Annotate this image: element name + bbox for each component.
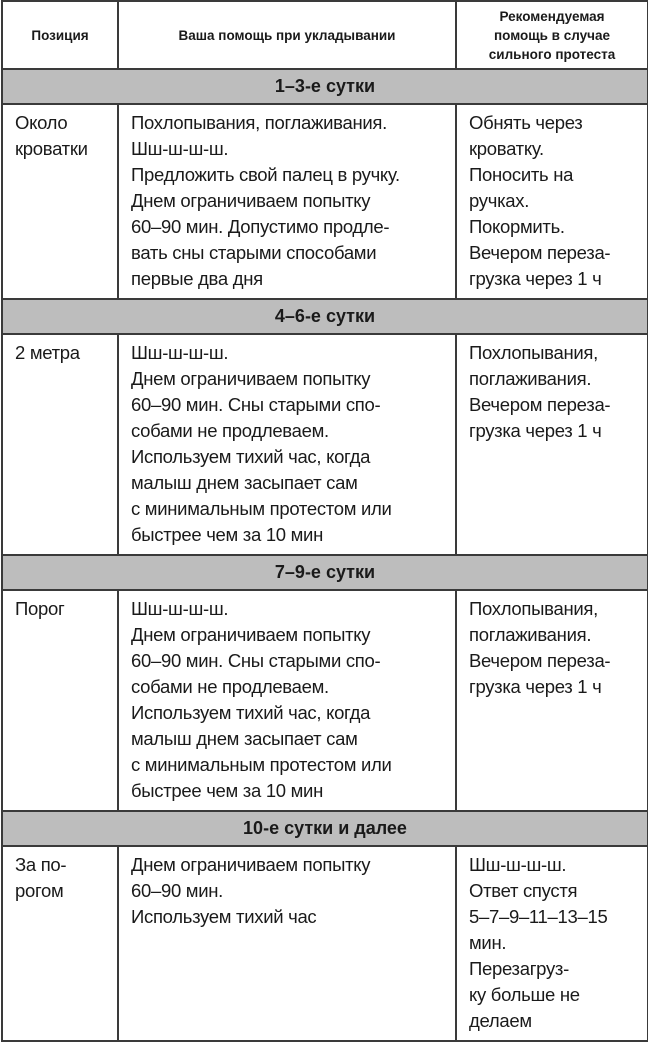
cell-line: грузка через 1 ч <box>469 676 602 697</box>
cell-line: Обнять через <box>469 112 583 133</box>
header-line: помощь в случае <box>493 27 611 43</box>
cell-line: Похлопывания, <box>469 598 598 619</box>
cell-line: Поносить на <box>469 164 574 185</box>
header-recommended-help: Рекомендуемая помощь в случае сильного про… <box>455 0 648 70</box>
cell-line: собами не продлеваем. <box>131 676 329 697</box>
cell-line: Похлопывания, <box>469 342 598 363</box>
cell-line: Используем тихий час, когда <box>131 446 371 467</box>
section-title: 4–6-е сутки <box>1 298 648 335</box>
header-your-help: Ваша помощь при укладывании <box>117 0 457 70</box>
cell-line: Шш-ш-ш-ш. <box>469 854 567 875</box>
protest-help-cell: Шш-ш-ш-ш. Ответ спустя 5–7–9–11–13–15 мин. П… <box>455 845 648 1042</box>
table-header-row: Позиция Ваша помощь при укладывании Рекоме… <box>1 0 648 70</box>
header-line: Ваша помощь при укладывании <box>178 27 396 43</box>
cell-line: 60–90 мин. Допустимо продле- <box>131 216 390 237</box>
cell-line: Похлопывания, поглаживания. <box>131 112 387 133</box>
position-cell: Порог <box>1 589 119 812</box>
protest-help-cell: Похлопывания, поглаживания. Вечером переза… <box>455 589 648 812</box>
cell-line: Ответ спустя <box>469 880 578 901</box>
help-cell: Шш-ш-ш-ш. Днем ограничиваем попытку 60–90 … <box>117 589 457 812</box>
cell-line: Используем тихий час, когда <box>131 702 371 723</box>
cell-line: кроватки <box>15 138 88 159</box>
cell-line: первые два дня <box>131 268 263 289</box>
cell-line: Перезагруз- <box>469 958 569 979</box>
cell-line: Предложить свой палец в ручку. <box>131 164 400 185</box>
section-title: 7–9-е сутки <box>1 554 648 591</box>
cell-line: Вечером переза- <box>469 650 611 671</box>
cell-line: с минимальным протестом или <box>131 754 392 775</box>
help-cell: Днем ограничиваем попытку 60–90 мин. Испол… <box>117 845 457 1042</box>
table-row: Порог Шш-ш-ш-ш. Днем ограничиваем попытку 6… <box>1 589 648 812</box>
cell-line: собами не продлеваем. <box>131 420 329 441</box>
cell-line: рогом <box>15 880 64 901</box>
cell-line: быстрее чем за 10 мин <box>131 524 324 545</box>
header-position: Позиция <box>1 0 119 70</box>
cell-line: Вечером переза- <box>469 394 611 415</box>
cell-line: малыш днем засыпает сам <box>131 472 358 493</box>
header-line: Позиция <box>31 27 89 43</box>
cell-line: грузка через 1 ч <box>469 420 602 441</box>
help-cell: Шш-ш-ш-ш. Днем ограничиваем попытку 60–90 … <box>117 333 457 556</box>
cell-line: 60–90 мин. Сны старыми спо- <box>131 650 381 671</box>
section-title: 1–3-е сутки <box>1 68 648 105</box>
header-line: Рекомендуемая <box>499 8 605 24</box>
cell-line: мин. <box>469 932 507 953</box>
cell-line: 60–90 мин. Сны старыми спо- <box>131 394 381 415</box>
cell-line: ручках. <box>469 190 530 211</box>
protest-help-cell: Обнять через кроватку. Поносить на ручках. П… <box>455 103 648 300</box>
table-row: 2 метра Шш-ш-ш-ш. Днем ограничиваем попытк… <box>1 333 648 556</box>
cell-line: Днем ограничиваем попытку <box>131 190 371 211</box>
section-title: 10-е сутки и далее <box>1 810 648 847</box>
table-row: За по-рогом Днем ограничиваем попытку 60–9… <box>1 845 648 1042</box>
cell-line: Днем ограничиваем попытку <box>131 854 371 875</box>
position-cell: Около кроватки <box>1 103 119 300</box>
cell-line: Вечером переза- <box>469 242 611 263</box>
cell-line: 5–7–9–11–13–15 <box>469 906 608 927</box>
cell-line: быстрее чем за 10 мин <box>131 780 324 801</box>
section-header-row: 4–6-е сутки <box>1 298 648 335</box>
cell-line: ку больше не <box>469 984 580 1005</box>
protest-help-cell: Похлопывания, поглаживания. Вечером переза… <box>455 333 648 556</box>
cell-line: За по- <box>15 854 67 875</box>
cell-line: Шш-ш-ш-ш. <box>131 598 229 619</box>
position-cell: За по-рогом <box>1 845 119 1042</box>
cell-line: Около <box>15 112 68 133</box>
cell-line: Шш-ш-ш-ш. <box>131 138 229 159</box>
cell-line: вать сны старыми способами <box>131 242 377 263</box>
cell-line: Днем ограничиваем попытку <box>131 624 371 645</box>
cell-line: грузка через 1 ч <box>469 268 602 289</box>
cell-line: поглаживания. <box>469 624 592 645</box>
cell-line: малыш днем засыпает сам <box>131 728 358 749</box>
cell-line: Порог <box>15 598 65 619</box>
table-row: Около кроватки Похлопывания, поглаживания.… <box>1 103 648 300</box>
position-cell: 2 метра <box>1 333 119 556</box>
section-header-row: 1–3-е сутки <box>1 68 648 105</box>
header-line: сильного протеста <box>488 46 616 62</box>
cell-line: Используем тихий час <box>131 906 317 927</box>
cell-line: Днем ограничиваем попытку <box>131 368 371 389</box>
help-cell: Похлопывания, поглаживания. Шш-ш-ш-ш. Пред… <box>117 103 457 300</box>
section-header-row: 7–9-е сутки <box>1 554 648 591</box>
cell-line: с минимальным протестом или <box>131 498 392 519</box>
cell-line: делаем <box>469 1010 532 1031</box>
cell-line: 60–90 мин. <box>131 880 223 901</box>
cell-line: поглаживания. <box>469 368 592 389</box>
section-header-row: 10-е сутки и далее <box>1 810 648 847</box>
cell-line: Шш-ш-ш-ш. <box>131 342 229 363</box>
cell-line: 2 метра <box>15 342 80 363</box>
cell-line: Покормить. <box>469 216 565 237</box>
cell-line: кроватку. <box>469 138 544 159</box>
